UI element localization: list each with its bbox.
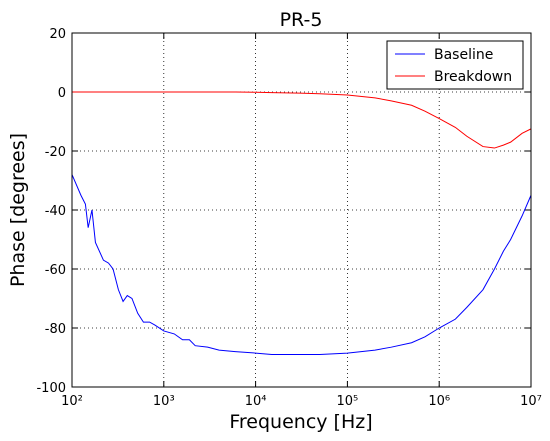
y-tick-label: -40 — [45, 204, 66, 219]
y-tick-label: -100 — [36, 381, 66, 396]
y-tick-label: -20 — [45, 145, 66, 160]
chart-title: PR-5 — [280, 9, 323, 31]
y-tick-label: -60 — [45, 263, 66, 278]
series-line — [72, 91, 532, 149]
x-tick-label: 10² — [61, 394, 83, 409]
x-tick-label: 10⁵ — [337, 394, 359, 409]
x-tick-label: 10³ — [153, 394, 175, 409]
y-tick-label: 0 — [58, 86, 66, 101]
legend-label: Breakdown — [434, 69, 512, 85]
series-line — [71, 174, 532, 356]
x-tick-label: 10⁴ — [245, 394, 267, 409]
plot-frame — [71, 32, 532, 388]
y-axis-label: Phase [degrees] — [7, 133, 29, 287]
legend-label: Baseline — [434, 47, 493, 63]
y-tick-label: 20 — [49, 27, 66, 42]
legend-box — [386, 40, 524, 90]
x-axis-label: Frequency [Hz] — [229, 411, 372, 433]
x-tick-label: 10⁶ — [428, 394, 450, 409]
y-tick-label: -80 — [45, 322, 66, 337]
x-tick-label: 10⁷ — [520, 394, 542, 409]
